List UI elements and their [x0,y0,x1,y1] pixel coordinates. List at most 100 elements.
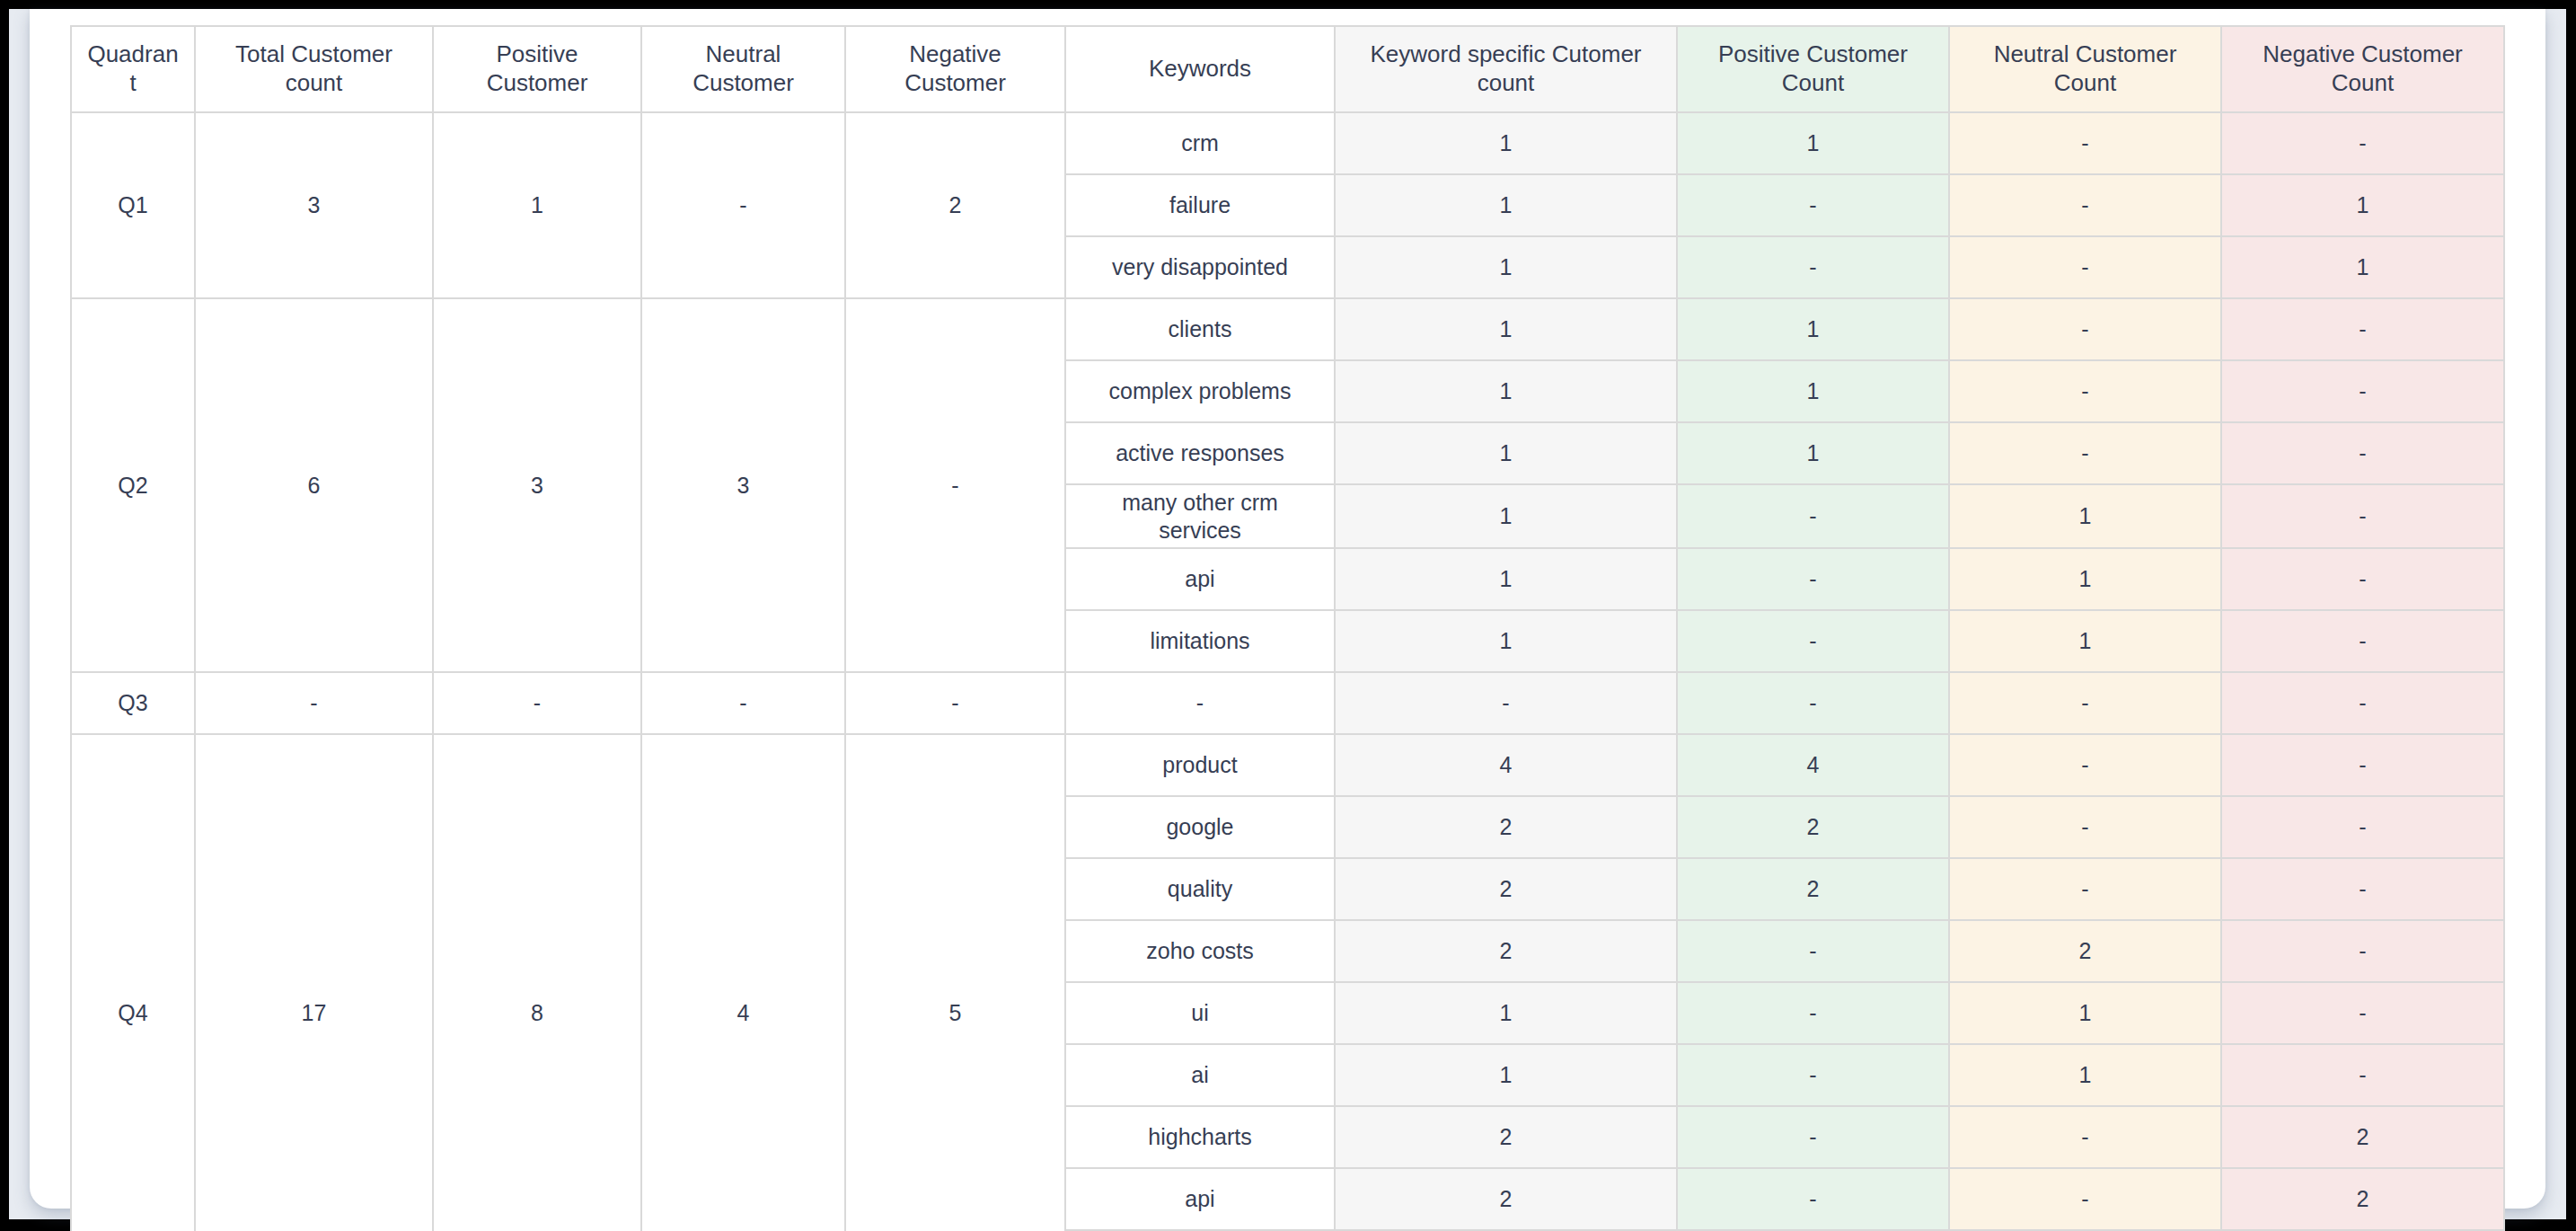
negative-customer-count-cell: - [2221,920,2504,982]
table-row: Q2633-clients11-- [71,298,2504,360]
positive-customer-cell: 3 [433,298,641,672]
header-cell-keyword-specific-count: Keyword specific Cutomer count [1335,26,1677,112]
neutral-customer-count-cell: 1 [1949,548,2221,610]
total-customer-count-cell: 6 [195,298,433,672]
neutral-customer-count-cell: 1 [1949,484,2221,548]
positive-customer-cell: 1 [433,112,641,298]
keyword-cell: product [1065,734,1335,796]
keyword-customer-count-cell: 1 [1335,112,1677,174]
keyword-cell: active responses [1065,422,1335,484]
positive-customer-count-cell: - [1677,920,1949,982]
keyword-customer-count-cell: 1 [1335,422,1677,484]
negative-customer-count-cell: - [2221,360,2504,422]
neutral-customer-count-cell: - [1949,236,2221,298]
keyword-customer-count-cell: 1 [1335,236,1677,298]
table-row: Q417845product44-- [71,734,2504,796]
negative-customer-cell: - [845,298,1065,672]
keyword-customer-count-cell: 2 [1335,920,1677,982]
keyword-customer-count-cell: 1 [1335,982,1677,1044]
neutral-customer-cell: 4 [641,734,845,1231]
neutral-customer-count-cell: 2 [1949,920,2221,982]
neutral-customer-count-cell: - [1949,298,2221,360]
positive-customer-count-cell: - [1677,672,1949,734]
keyword-customer-count-cell: 1 [1335,1044,1677,1106]
header-cell-keywords: Keywords [1065,26,1335,112]
keyword-cell: crm [1065,112,1335,174]
positive-customer-count-cell: - [1677,982,1949,1044]
keyword-cell: api [1065,1168,1335,1230]
keyword-customer-count-cell: 2 [1335,1106,1677,1168]
keyword-cell: many other crm services [1065,484,1335,548]
keyword-cell: clients [1065,298,1335,360]
negative-customer-count-cell: 2 [2221,1106,2504,1168]
positive-customer-cell: 8 [433,734,641,1231]
neutral-customer-count-cell: - [1949,360,2221,422]
negative-customer-count-cell: - [2221,298,2504,360]
keyword-customer-count-cell: 1 [1335,484,1677,548]
keyword-cell: highcharts [1065,1106,1335,1168]
table-row: Q3--------- [71,672,2504,734]
header-cell-total-customer-count: Total Customer count [195,26,433,112]
keyword-customer-count-cell: 2 [1335,858,1677,920]
negative-customer-count-cell: - [2221,672,2504,734]
neutral-customer-count-cell: - [1949,858,2221,920]
table-header: Quadrant Total Customer count Positive C… [71,26,2504,112]
negative-customer-count-cell: - [2221,548,2504,610]
keyword-customer-count-cell: 1 [1335,610,1677,672]
keyword-customer-count-cell: - [1335,672,1677,734]
neutral-customer-cell: 3 [641,298,845,672]
keyword-cell: - [1065,672,1335,734]
keyword-customer-count-cell: 2 [1335,1168,1677,1230]
positive-customer-count-cell: - [1677,484,1949,548]
total-customer-count-cell: 3 [195,112,433,298]
header-cell-positive-customer: Positive Customer [433,26,641,112]
total-customer-count-cell: - [195,672,433,734]
negative-customer-cell: 5 [845,734,1065,1231]
positive-customer-count-cell: 2 [1677,858,1949,920]
negative-customer-count-cell: - [2221,422,2504,484]
neutral-customer-cell: - [641,672,845,734]
keyword-cell: complex problems [1065,360,1335,422]
table-container: Quadrant Total Customer count Positive C… [70,25,2505,1231]
keyword-customer-count-cell: 1 [1335,298,1677,360]
page-background: Quadrant Total Customer count Positive C… [9,9,2566,1219]
positive-customer-count-cell: 1 [1677,360,1949,422]
neutral-customer-count-cell: 1 [1949,1044,2221,1106]
keyword-cell: google [1065,796,1335,858]
header-row: Quadrant Total Customer count Positive C… [71,26,2504,112]
keyword-customer-count-cell: 1 [1335,174,1677,236]
keyword-customer-count-cell: 1 [1335,360,1677,422]
positive-customer-count-cell: 1 [1677,422,1949,484]
negative-customer-count-cell: - [2221,112,2504,174]
negative-customer-count-cell: - [2221,1044,2504,1106]
negative-customer-cell: - [845,672,1065,734]
header-cell-negative-customer-count: Negative Customer Count [2221,26,2504,112]
positive-customer-count-cell: 1 [1677,298,1949,360]
quadrant-cell: Q2 [71,298,195,672]
neutral-customer-count-cell: 1 [1949,982,2221,1044]
positive-customer-count-cell: - [1677,174,1949,236]
header-cell-positive-customer-count: Positive Customer Count [1677,26,1949,112]
neutral-customer-count-cell: - [1949,672,2221,734]
quadrant-cell: Q1 [71,112,195,298]
negative-customer-count-cell: - [2221,610,2504,672]
keyword-cell: zoho costs [1065,920,1335,982]
neutral-customer-count-cell: - [1949,112,2221,174]
quadrant-keyword-table: Quadrant Total Customer count Positive C… [70,25,2505,1231]
positive-customer-count-cell: 4 [1677,734,1949,796]
report-card: Quadrant Total Customer count Positive C… [30,9,2545,1209]
page: { "table": { "columns": [ "Quadrant", "T… [0,0,2576,1231]
positive-customer-count-cell: - [1677,610,1949,672]
quadrant-cell: Q3 [71,672,195,734]
keyword-cell: very disappointed [1065,236,1335,298]
keyword-customer-count-cell: 2 [1335,796,1677,858]
table-body: Q131-2crm11--failure1--1very disappointe… [71,112,2504,1231]
positive-customer-count-cell: - [1677,1168,1949,1230]
positive-customer-cell: - [433,672,641,734]
positive-customer-count-cell: 1 [1677,112,1949,174]
header-cell-neutral-customer-count: Neutral Customer Count [1949,26,2221,112]
total-customer-count-cell: 17 [195,734,433,1231]
neutral-customer-count-cell: - [1949,734,2221,796]
keyword-cell: ai [1065,1044,1335,1106]
keyword-customer-count-cell: 1 [1335,548,1677,610]
